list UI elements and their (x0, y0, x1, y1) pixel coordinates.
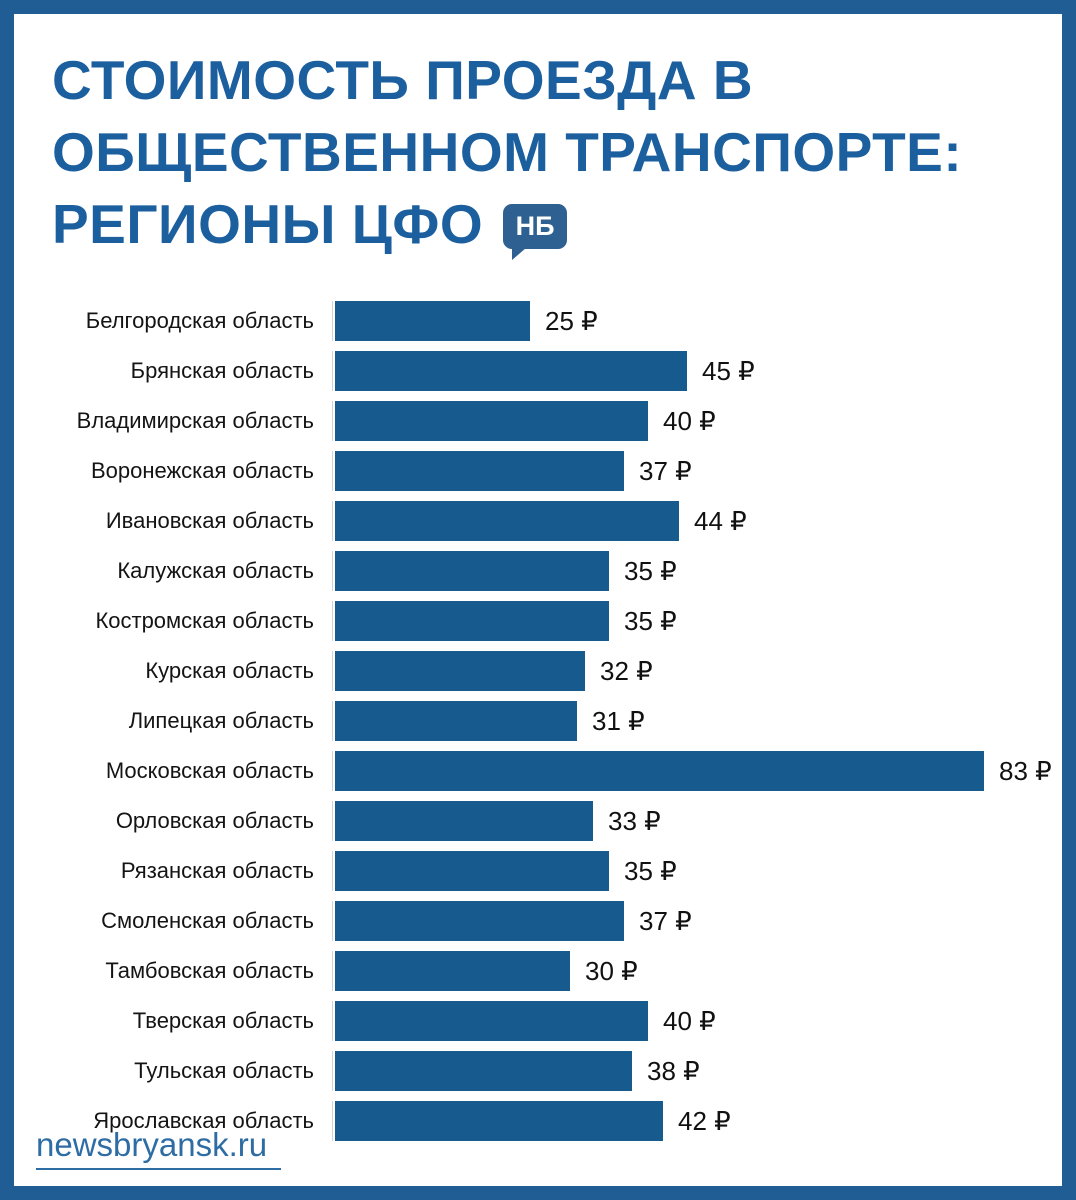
bar-track: 35 ₽ (332, 851, 1048, 891)
value-label: 30 ₽ (585, 955, 638, 986)
region-label: Ивановская область (105, 508, 314, 533)
source-link[interactable]: newsbryansk.ru (36, 1126, 282, 1170)
value-label: 45 ₽ (702, 355, 755, 386)
bar (335, 401, 648, 441)
region-label: Калужская область (117, 558, 314, 583)
bar (335, 651, 585, 691)
chart-row: Липецкая область 31 ₽ (28, 701, 1048, 741)
page-title: СТОИМОСТЬ ПРОЕЗДА В ОБЩЕСТВЕННОМ ТРАНСПО… (52, 44, 1062, 260)
bar (335, 1051, 632, 1091)
value-label: 83 ₽ (999, 755, 1052, 786)
region-label: Тверская область (132, 1008, 314, 1033)
chart-row: Воронежская область 37 ₽ (28, 451, 1048, 491)
region-label: Московская область (105, 758, 314, 783)
chart-row: Калужская область 35 ₽ (28, 551, 1048, 591)
bar-track: 38 ₽ (332, 1051, 1048, 1091)
region-label: Тамбовская область (105, 958, 314, 983)
chart-row: Московская область 83 ₽ (28, 751, 1052, 791)
bar-track: 32 ₽ (332, 651, 1048, 691)
chart-row: Тверская область 40 ₽ (28, 1001, 1048, 1041)
bar (335, 301, 530, 341)
region-label: Липецкая область (128, 708, 314, 733)
chart-row: Брянская область 45 ₽ (28, 351, 1048, 391)
bar-track: 30 ₽ (332, 951, 1048, 991)
chart-row: Тульская область 38 ₽ (28, 1051, 1048, 1091)
region-label: Ярославская область (93, 1108, 314, 1133)
bar-track: 33 ₽ (332, 801, 1048, 841)
bar-track: 31 ₽ (332, 701, 1048, 741)
bar-track: 40 ₽ (332, 1001, 1048, 1041)
value-label: 38 ₽ (647, 1055, 700, 1086)
chart-row: Тамбовская область 30 ₽ (28, 951, 1048, 991)
bar (335, 351, 687, 391)
chart-row: Рязанская область 35 ₽ (28, 851, 1048, 891)
value-label: 35 ₽ (624, 855, 677, 886)
value-label: 35 ₽ (624, 555, 677, 586)
bar-track: 35 ₽ (332, 551, 1048, 591)
chart-row: Ярославская область 42 ₽ (28, 1101, 1048, 1141)
bar (335, 701, 577, 741)
bar (335, 451, 624, 491)
bar-track: 37 ₽ (332, 901, 1048, 941)
value-label: 37 ₽ (639, 905, 692, 936)
bar-track: 37 ₽ (332, 451, 1048, 491)
value-label: 32 ₽ (600, 655, 653, 686)
region-label: Белгородская область (85, 308, 314, 333)
chart-row: Орловская область 33 ₽ (28, 801, 1048, 841)
bar (335, 851, 609, 891)
value-label: 35 ₽ (624, 605, 677, 636)
value-label: 40 ₽ (663, 405, 716, 436)
region-label: Владимирская область (76, 408, 314, 433)
bar-track: 44 ₽ (332, 501, 1048, 541)
bar (335, 951, 570, 991)
chart-row: Владимирская область 40 ₽ (28, 401, 1048, 441)
region-label: Смоленская область (101, 908, 314, 933)
bar (335, 601, 609, 641)
region-label: Брянская область (130, 358, 314, 383)
chart-row: Костромская область 35 ₽ (28, 601, 1048, 641)
value-label: 33 ₽ (608, 805, 661, 836)
bar (335, 501, 679, 541)
bar-track: 45 ₽ (332, 351, 1048, 391)
bar (335, 551, 609, 591)
title-line-3: РЕГИОНЫ ЦФО НБ (52, 188, 1062, 260)
chart-row: Курская область 32 ₽ (28, 651, 1048, 691)
region-label: Тульская область (134, 1058, 314, 1083)
region-label: Курская область (145, 658, 314, 683)
chart-row: Ивановская область 44 ₽ (28, 501, 1048, 541)
bar (335, 1001, 648, 1041)
nb-logo-badge: НБ (503, 203, 568, 260)
bar-track: 83 ₽ (332, 751, 1052, 791)
bar-track: 42 ₽ (332, 1101, 1048, 1141)
bar (335, 1101, 663, 1141)
title-line-2: ОБЩЕСТВЕННОМ ТРАНСПОРТЕ: (52, 121, 963, 183)
value-label: 42 ₽ (678, 1105, 731, 1136)
value-label: 25 ₽ (545, 305, 598, 336)
bar (335, 801, 593, 841)
value-label: 37 ₽ (639, 455, 692, 486)
chart-row: Смоленская область 37 ₽ (28, 901, 1048, 941)
title-line-1: СТОИМОСТЬ ПРОЕЗДА В (52, 49, 754, 111)
region-label: Рязанская область (120, 858, 314, 883)
value-label: 31 ₽ (592, 705, 645, 736)
bar-chart: Белгородская область 25 ₽ Брянская область… (28, 301, 1052, 1141)
region-label: Орловская область (115, 808, 314, 833)
bar (335, 901, 624, 941)
bar-track: 25 ₽ (332, 301, 1048, 341)
value-label: 40 ₽ (663, 1005, 716, 1036)
region-label: Воронежская область (90, 458, 314, 483)
region-label: Костромская область (95, 608, 314, 633)
value-label: 44 ₽ (694, 505, 747, 536)
nb-logo-text: НБ (515, 210, 555, 241)
chart-row: Белгородская область 25 ₽ (28, 301, 1048, 341)
bar-track: 35 ₽ (332, 601, 1048, 641)
bar (335, 751, 984, 791)
title-line-3-text: РЕГИОНЫ ЦФО (52, 193, 484, 255)
bar-track: 40 ₽ (332, 401, 1048, 441)
